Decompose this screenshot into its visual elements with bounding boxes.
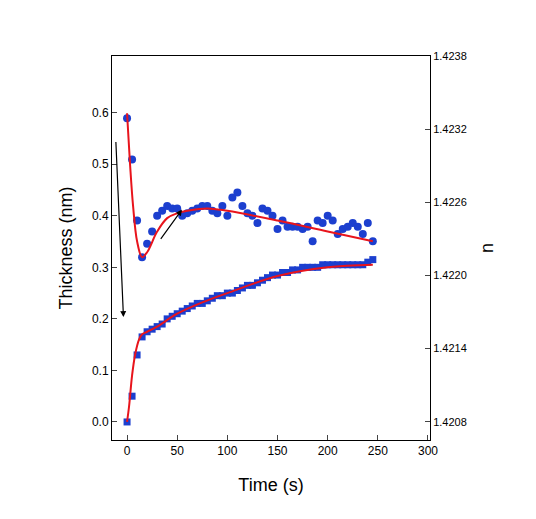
svg-text:50: 50 xyxy=(171,444,185,458)
svg-text:1.4232: 1.4232 xyxy=(433,123,467,135)
svg-text:200: 200 xyxy=(318,444,338,458)
svg-text:0: 0 xyxy=(124,444,131,458)
svg-text:1.4226: 1.4226 xyxy=(433,196,467,208)
svg-text:300: 300 xyxy=(418,444,438,458)
svg-text:0.4: 0.4 xyxy=(92,209,109,223)
svg-text:Time (s): Time (s) xyxy=(238,475,303,495)
svg-text:0.2: 0.2 xyxy=(92,312,109,326)
svg-text:1.4238: 1.4238 xyxy=(433,50,467,62)
svg-text:250: 250 xyxy=(368,444,388,458)
svg-text:0.6: 0.6 xyxy=(92,106,109,120)
svg-text:Thickness (nm): Thickness (nm) xyxy=(56,186,76,309)
svg-text:n: n xyxy=(477,243,497,253)
svg-text:100: 100 xyxy=(217,444,237,458)
svg-text:0.1: 0.1 xyxy=(92,364,109,378)
svg-text:0.3: 0.3 xyxy=(92,261,109,275)
svg-text:0.0: 0.0 xyxy=(92,415,109,429)
svg-text:1.4220: 1.4220 xyxy=(433,269,467,281)
svg-text:1.4208: 1.4208 xyxy=(433,416,467,428)
svg-text:150: 150 xyxy=(268,444,288,458)
svg-text:1.4214: 1.4214 xyxy=(433,342,467,354)
svg-text:0.5: 0.5 xyxy=(92,157,109,171)
